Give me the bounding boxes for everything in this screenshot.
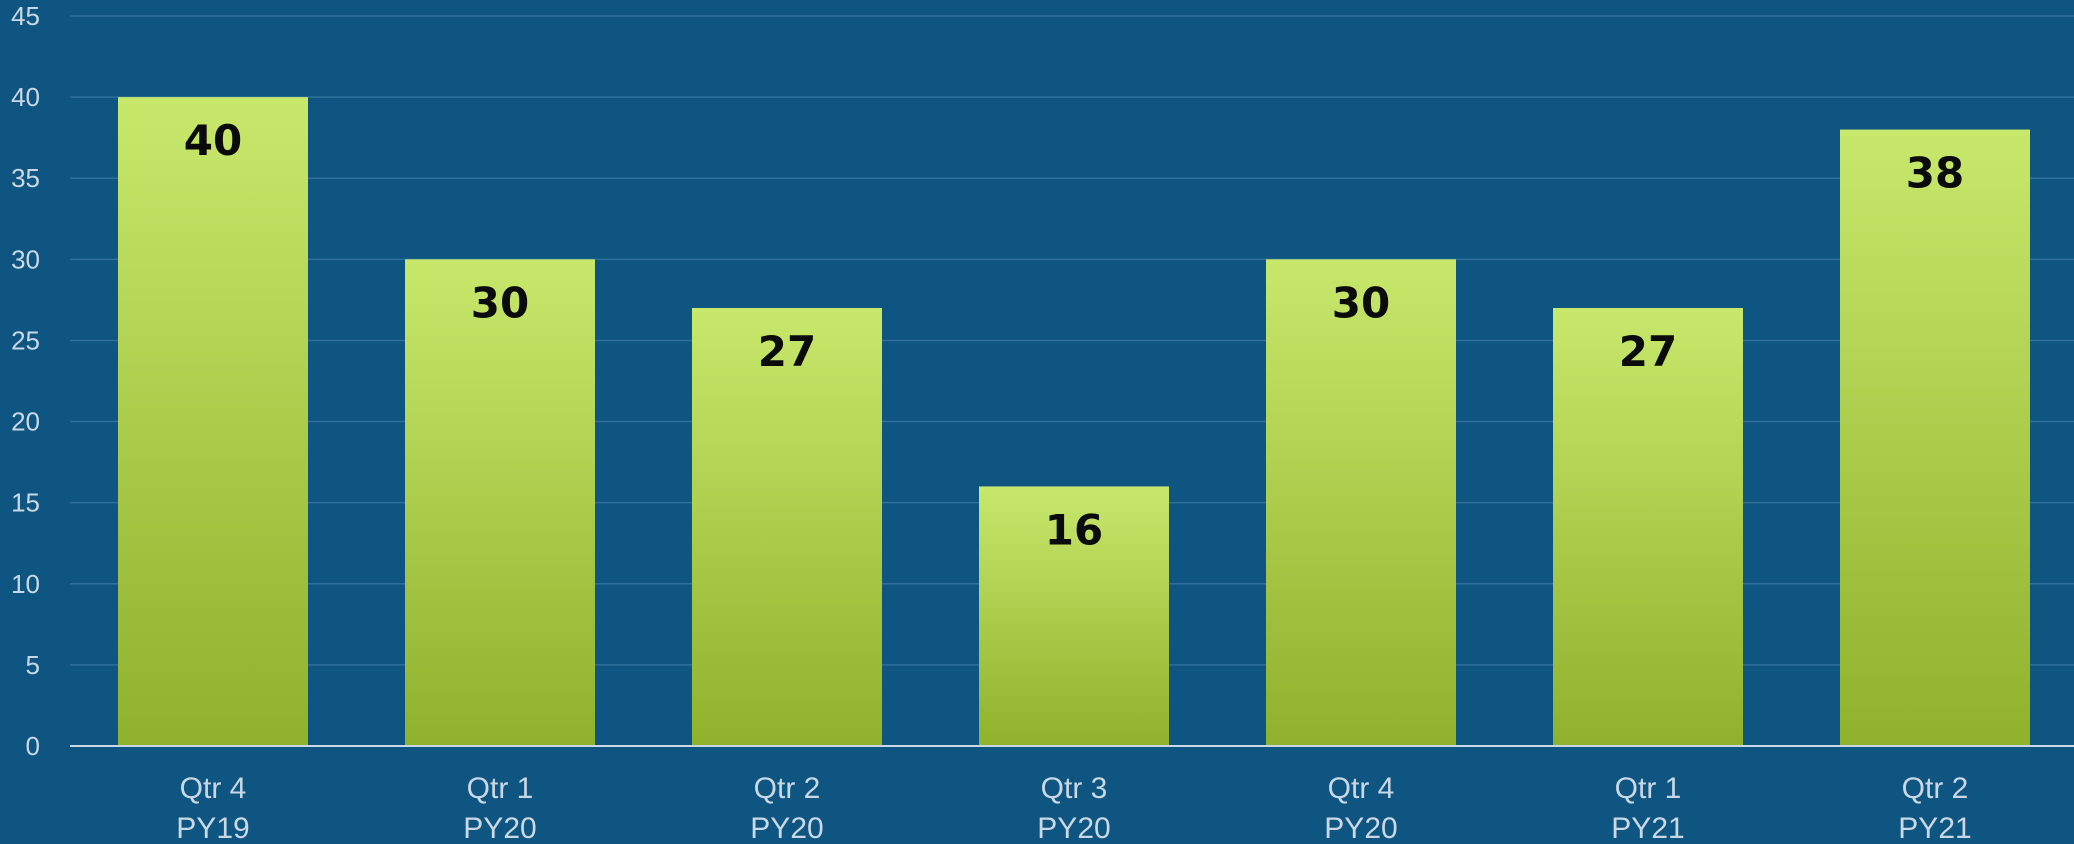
x-tick-label: PY20: [463, 812, 536, 844]
y-tick-label: 5: [26, 650, 40, 680]
y-tick-label: 0: [26, 731, 40, 761]
bar: [405, 259, 595, 746]
bar: [118, 97, 308, 747]
data-label: 30: [1332, 278, 1390, 327]
x-axis: Qtr 4 PY19 Qtr 1 PY20 Qtr 2 PY20 Qtr 3 PY20 Qtr …: [176, 772, 1971, 844]
bars: [118, 97, 2030, 747]
x-tick-label: Qtr 2: [1902, 772, 1969, 805]
x-tick-label: Qtr 1: [467, 772, 534, 805]
x-tick-label: PY20: [1324, 812, 1397, 844]
y-tick-label: 40: [11, 82, 40, 112]
bar: [979, 486, 1169, 746]
y-tick-label: 25: [11, 325, 40, 355]
x-tick-label: Qtr 1: [1615, 772, 1682, 805]
gridlines: [70, 15, 2074, 666]
y-tick-label: 10: [11, 569, 40, 599]
x-tick-label: PY21: [1611, 812, 1684, 844]
data-label: 16: [1045, 505, 1103, 554]
bar: [1266, 259, 1456, 746]
y-tick-label: 15: [11, 488, 40, 518]
data-label: 38: [1906, 149, 1964, 198]
data-label: 30: [471, 278, 529, 327]
x-tick-label: PY20: [750, 812, 823, 844]
data-labels: 40 30 27 16 30 27 38: [184, 116, 1964, 554]
x-tick-label: PY20: [1037, 812, 1110, 844]
y-tick-label: 20: [11, 407, 40, 437]
data-label: 27: [758, 327, 816, 376]
x-tick-label: PY19: [176, 812, 249, 844]
y-tick-label: 45: [11, 1, 40, 31]
data-label: 27: [1619, 327, 1677, 376]
x-tick-label: Qtr 2: [754, 772, 821, 805]
bar: [1840, 129, 2030, 747]
x-tick-label: PY21: [1898, 812, 1971, 844]
x-tick-label: Qtr 4: [1328, 772, 1395, 805]
x-tick-label: Qtr 4: [180, 772, 247, 805]
x-tick-label: Qtr 3: [1041, 772, 1108, 805]
bar: [1553, 308, 1743, 746]
y-tick-label: 30: [11, 244, 40, 274]
bar: [692, 308, 882, 746]
y-axis: 0 5 10 15 20 25 30 35 40 45: [11, 1, 40, 761]
data-label: 40: [184, 116, 242, 165]
y-tick-label: 35: [11, 163, 40, 193]
